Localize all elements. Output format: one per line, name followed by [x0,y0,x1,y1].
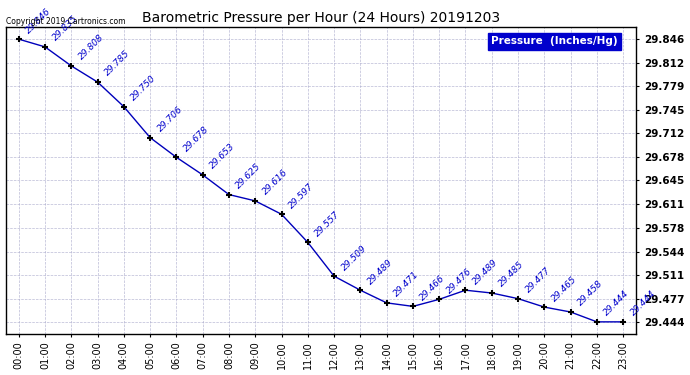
Text: 29.678: 29.678 [182,124,210,153]
Text: 29.616: 29.616 [261,168,290,197]
Text: 29.489: 29.489 [366,257,395,286]
Text: 29.597: 29.597 [287,182,316,210]
Text: 29.444: 29.444 [629,289,658,318]
Text: 29.750: 29.750 [130,74,158,102]
Text: 29.466: 29.466 [418,273,447,302]
Text: 29.489: 29.489 [471,257,500,286]
Text: 29.835: 29.835 [50,14,79,43]
Text: 29.808: 29.808 [77,33,106,62]
Text: 29.476: 29.476 [445,267,473,295]
Text: 29.509: 29.509 [339,243,368,272]
Text: Pressure  (Inches/Hg): Pressure (Inches/Hg) [491,36,618,46]
Text: 29.465: 29.465 [550,274,579,303]
Text: 29.846: 29.846 [24,6,53,35]
Text: 29.653: 29.653 [208,142,237,171]
Text: 29.785: 29.785 [103,49,132,78]
Text: 29.485: 29.485 [497,260,526,289]
Text: 29.458: 29.458 [576,279,605,308]
Text: 29.477: 29.477 [524,266,552,294]
Text: 29.706: 29.706 [156,105,184,134]
Text: 29.444: 29.444 [602,289,631,318]
Title: Barometric Pressure per Hour (24 Hours) 20191203: Barometric Pressure per Hour (24 Hours) … [142,10,500,25]
Text: 29.557: 29.557 [313,210,342,238]
Text: 29.625: 29.625 [235,162,263,190]
Text: Copyright 2019 Cartronics.com: Copyright 2019 Cartronics.com [6,16,125,26]
Text: 29.471: 29.471 [392,270,421,299]
